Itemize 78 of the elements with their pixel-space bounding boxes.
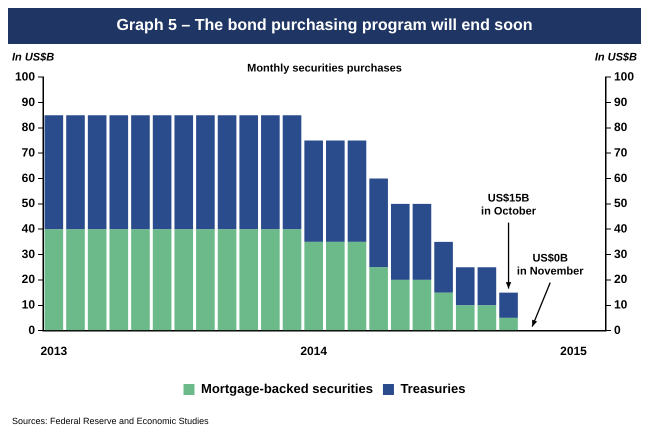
y-tick-label: 90 bbox=[22, 94, 36, 109]
bar bbox=[152, 115, 172, 230]
annotation: US$0B in November bbox=[516, 252, 584, 278]
bar bbox=[196, 229, 215, 330]
y-tick-label: 80 bbox=[22, 120, 36, 134]
bar bbox=[66, 115, 85, 230]
bar bbox=[326, 140, 345, 242]
source-note: Sources: Federal Reserve and Economic Studies bbox=[12, 416, 210, 426]
y2-tick-label: 40 bbox=[614, 222, 628, 236]
y2-tick-label: 0 bbox=[614, 322, 621, 337]
y-tick-label: 10 bbox=[22, 298, 36, 312]
bar bbox=[131, 229, 150, 330]
chart-subtitle: Monthly securities purchases bbox=[247, 62, 402, 75]
bar bbox=[369, 267, 388, 330]
bar bbox=[218, 229, 236, 330]
bar bbox=[348, 140, 366, 242]
y2-tick-label: 60 bbox=[614, 170, 628, 185]
y-axis-title: In US$B bbox=[12, 52, 54, 64]
y2-tick-label: 80 bbox=[614, 120, 628, 134]
bar bbox=[304, 140, 323, 242]
y2-tick-label: 30 bbox=[614, 246, 628, 261]
y2-tick-label: 10 bbox=[614, 298, 628, 312]
bar bbox=[456, 305, 475, 330]
bar bbox=[348, 242, 366, 330]
bar bbox=[44, 115, 64, 230]
bar bbox=[390, 204, 410, 280]
y2-tick-label: 100 bbox=[614, 70, 634, 84]
x-tick-label: 2013 bbox=[40, 344, 68, 358]
bar bbox=[239, 229, 258, 330]
y2-tick-label: 70 bbox=[614, 146, 628, 160]
bar bbox=[412, 280, 432, 330]
bar bbox=[304, 242, 323, 330]
bar bbox=[499, 318, 518, 330]
y2-tick-label: 90 bbox=[614, 94, 628, 109]
y2-tick-label: 50 bbox=[614, 196, 628, 210]
bar bbox=[261, 115, 280, 230]
y-tick-label: 100 bbox=[14, 70, 36, 84]
bar bbox=[478, 267, 496, 306]
bar bbox=[44, 229, 64, 330]
y-tick-label: 0 bbox=[28, 322, 36, 337]
bar bbox=[152, 229, 172, 330]
bar bbox=[326, 242, 345, 330]
bar bbox=[109, 115, 128, 230]
bar bbox=[174, 229, 194, 330]
bar bbox=[478, 305, 496, 330]
y2-tick-label: 20 bbox=[614, 272, 628, 286]
bar bbox=[261, 229, 280, 330]
bar bbox=[434, 292, 453, 330]
y-tick-label: 60 bbox=[22, 170, 36, 185]
bar bbox=[88, 115, 106, 230]
bar bbox=[369, 178, 388, 268]
bar bbox=[434, 242, 453, 293]
y-tick-label: 20 bbox=[22, 272, 36, 286]
bar bbox=[499, 292, 518, 318]
bar bbox=[88, 229, 106, 330]
y-tick-label: 30 bbox=[22, 246, 36, 261]
bar bbox=[390, 280, 410, 330]
y-tick-label: 70 bbox=[22, 146, 36, 160]
annotation: US$15B in October bbox=[481, 192, 537, 218]
bar bbox=[66, 229, 85, 330]
legend-label: Mortgage-backed securities bbox=[201, 381, 373, 396]
bar bbox=[282, 229, 302, 330]
bar bbox=[412, 204, 432, 280]
bar bbox=[456, 267, 475, 306]
bar bbox=[218, 115, 236, 230]
x-tick-label: 2014 bbox=[300, 344, 328, 358]
x-tick-label: 2015 bbox=[560, 344, 588, 358]
bar bbox=[109, 229, 128, 330]
bar bbox=[196, 115, 215, 230]
y-tick-label: 40 bbox=[22, 222, 36, 236]
bar bbox=[282, 115, 302, 230]
legend-label: Treasuries bbox=[400, 381, 466, 396]
bar bbox=[174, 115, 194, 230]
y2-axis-title: In US$B bbox=[594, 52, 638, 64]
chart-title: Graph 5 – The bond purchasing program will end soon bbox=[8, 8, 641, 44]
bar bbox=[131, 115, 150, 230]
bar bbox=[239, 115, 258, 230]
y-tick-label: 50 bbox=[22, 196, 36, 210]
